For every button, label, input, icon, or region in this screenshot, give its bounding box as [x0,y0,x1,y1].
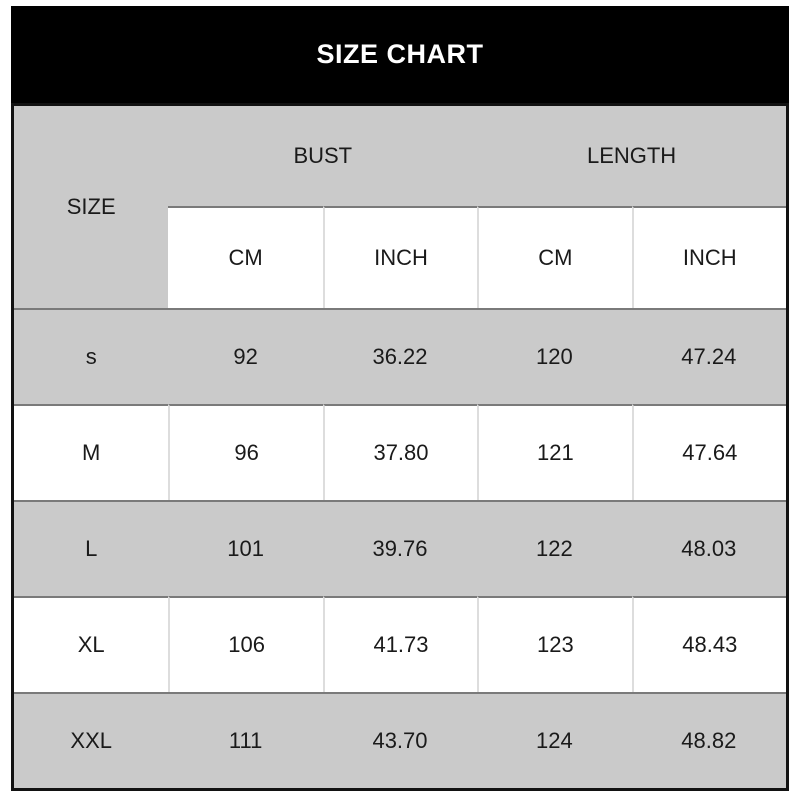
row-xxl-size-label: XXL [14,692,169,788]
row-xl-bust-cm: 106 [168,596,323,692]
header-length-inch: INCH [631,206,786,308]
row-l-length-cm: 122 [477,500,632,596]
header-bust-inch: INCH [322,206,478,308]
row-s-bust-cm: 92 [168,308,323,404]
row-xxl-bust-cm: 111 [168,692,323,788]
row-m-length-inch: 47.64 [631,404,786,500]
row-l-length-inch: 48.03 [631,500,786,596]
size-chart-title: SIZE CHART [316,39,484,69]
row-m-length-cm: 121 [477,404,632,500]
header-length: LENGTH [477,106,786,206]
row-xl-length-inch: 48.43 [631,596,786,692]
row-xl-size-label: XL [14,596,169,692]
header-length-cm: CM [477,206,632,308]
size-chart-panel: SIZE CHART SIZE BUST LENGTH CM INCH CM I… [11,6,789,791]
row-s-length-inch: 47.24 [631,308,786,404]
row-m-bust-cm: 96 [168,404,323,500]
row-s-bust-inch: 36.22 [322,308,478,404]
row-l-bust-inch: 39.76 [322,500,478,596]
size-table: SIZE BUST LENGTH CM INCH CM INCH s 92 36… [11,103,789,791]
row-m-size-label: M [14,404,169,500]
header-size: SIZE [14,106,169,308]
row-xxl-length-cm: 124 [477,692,632,788]
row-m-bust-inch: 37.80 [322,404,478,500]
row-xxl-length-inch: 48.82 [631,692,786,788]
row-xxl-bust-inch: 43.70 [322,692,478,788]
row-l-size-label: L [14,500,169,596]
row-s-length-cm: 120 [477,308,632,404]
row-l-bust-cm: 101 [168,500,323,596]
row-s-size-label: s [14,308,169,404]
header-bust: BUST [168,106,478,206]
size-chart-title-bar: SIZE CHART [11,6,789,103]
row-xl-length-cm: 123 [477,596,632,692]
header-bust-cm: CM [168,206,323,308]
row-xl-bust-inch: 41.73 [322,596,478,692]
